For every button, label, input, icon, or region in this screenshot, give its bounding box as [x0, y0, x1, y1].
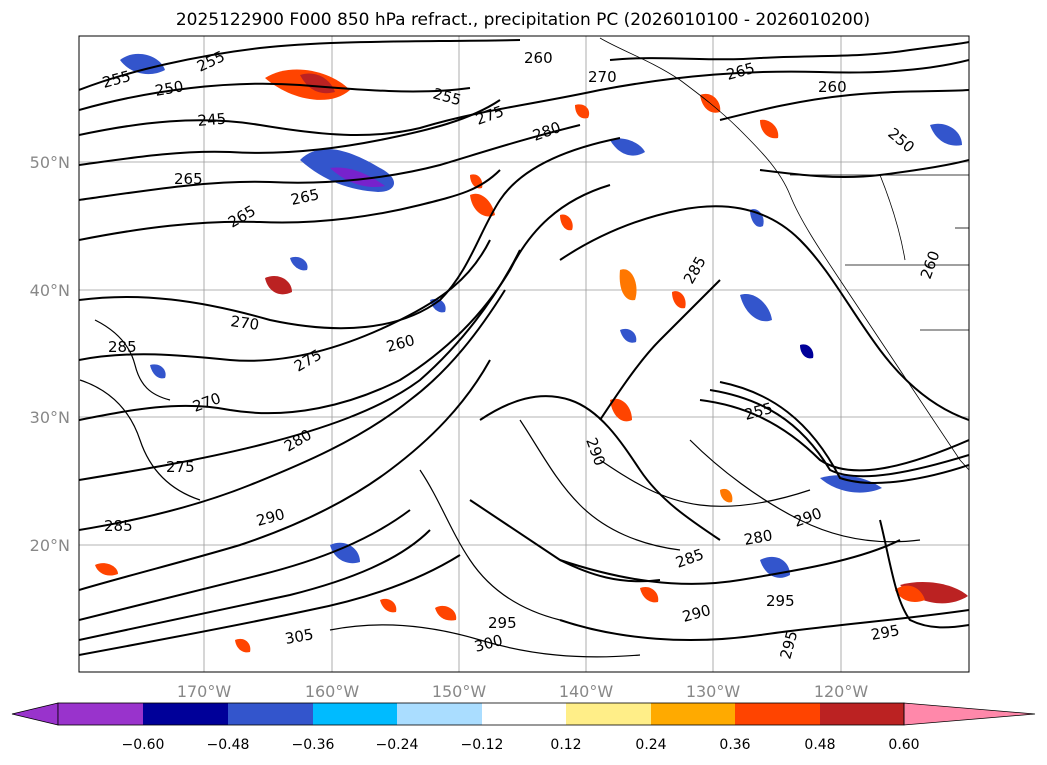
colorbar-extend-high: [903, 702, 1036, 726]
colorbar-segment: [735, 703, 820, 725]
colorbar-tick: −0.12: [461, 737, 504, 753]
colorbar-tick: 0.24: [635, 737, 666, 753]
map-border: [78, 35, 970, 673]
colorbar-tick: −0.36: [292, 737, 335, 753]
lon-label: 170°W: [177, 682, 232, 701]
colorbar-tick: −0.24: [376, 737, 419, 753]
colorbar-segment: [58, 703, 143, 725]
colorbar: −0.60 −0.48 −0.36 −0.24 −0.12 0.12 0.24 …: [11, 702, 1036, 753]
contour-label: 265: [174, 170, 203, 188]
map-layers: [79, 36, 969, 672]
colorbar-tick: −0.48: [207, 737, 250, 753]
colorbar-tick: 0.12: [550, 737, 581, 753]
colorbar-tick: 0.36: [719, 737, 750, 753]
contour-label: 280: [743, 526, 774, 549]
figure-title: 2025122900 F000 850 hPa refract., precip…: [176, 10, 870, 30]
contour-label: 275: [166, 458, 195, 476]
lon-label: 120°W: [814, 682, 869, 701]
lon-label: 160°W: [305, 682, 360, 701]
lon-label: 150°W: [432, 682, 487, 701]
lat-label: 30°N: [30, 408, 70, 427]
graticule: [79, 36, 969, 672]
colorbar-segment: [651, 703, 735, 725]
contour-label: 285: [108, 338, 137, 356]
lat-label: 50°N: [30, 153, 70, 172]
contour-label: 260: [524, 49, 553, 67]
lon-label: 130°W: [686, 682, 741, 701]
colorbar-extend-low: [11, 702, 59, 726]
lat-label: 40°N: [30, 281, 70, 300]
colorbar-segment: [482, 703, 566, 725]
colorbar-segment: [566, 703, 651, 725]
contour-label: 245: [197, 110, 227, 130]
colorbar-tick: 0.60: [888, 737, 919, 753]
colorbar-segment: [313, 703, 397, 725]
colorbar-segment: [397, 703, 482, 725]
contour-label: 265: [289, 185, 321, 209]
contour-label: 260: [818, 78, 847, 96]
lon-label: 140°W: [559, 682, 614, 701]
longitude-labels: 170°W 160°W 150°W 140°W 130°W 120°W: [177, 682, 869, 701]
contour-label: 305: [284, 625, 315, 648]
colorbar-segment: [820, 703, 904, 725]
contour-label: 250: [154, 77, 185, 100]
contour-label: 270: [588, 68, 617, 86]
coastline: [599, 37, 969, 471]
colorbar-tick: 0.48: [804, 737, 835, 753]
colorbar-outline: [57, 702, 905, 726]
refractivity-contours: [79, 39, 969, 658]
contour-label: 295: [488, 614, 517, 632]
lat-label: 20°N: [30, 536, 70, 555]
colorbar-segment: [228, 703, 313, 725]
latitude-labels: 50°N 40°N 30°N 20°N: [30, 153, 70, 555]
contour-label: 285: [104, 517, 133, 535]
contour-label: 295: [870, 621, 901, 644]
contour-label: 270: [229, 312, 260, 334]
map-area: [79, 36, 969, 672]
contour-label: 295: [766, 592, 795, 610]
colorbar-segment: [143, 703, 228, 725]
colorbar-tick: −0.60: [122, 737, 165, 753]
